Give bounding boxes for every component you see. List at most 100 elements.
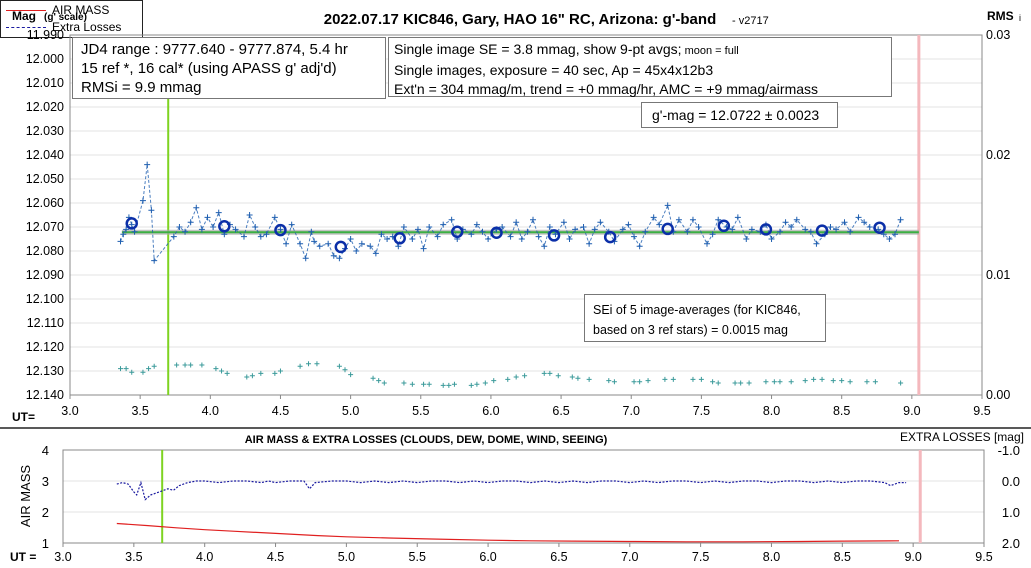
single-image-point (148, 207, 155, 214)
rms-point (690, 376, 696, 382)
single-image-point (855, 214, 862, 221)
rms-point (151, 363, 157, 369)
rms-point (788, 379, 794, 385)
rms-point (199, 362, 205, 368)
rms-point (258, 370, 264, 376)
rmsi-text: RMSi = 9.9 mmag (81, 79, 202, 96)
rms-point (249, 373, 255, 379)
single-image-point (729, 226, 736, 233)
single-image-point (210, 224, 217, 230)
rms-point (381, 380, 387, 386)
single-se-text: Single image SE = 3.8 mmag, show 9-pt av… (394, 41, 682, 57)
rms-point (123, 366, 129, 372)
top-y-tick-label: 12.110 (27, 316, 64, 330)
top-y2-tick-label: 0.01 (986, 268, 1010, 282)
average-point (393, 232, 406, 245)
bottom-y-ticks: 4 3 2 1 (42, 443, 49, 551)
single-image-point (684, 228, 691, 235)
sei-line2: based on 3 ref stars) = 0.0015 mag (593, 323, 788, 337)
single-image-point (448, 216, 455, 223)
rms-point (348, 372, 354, 378)
single-image-point (123, 226, 130, 233)
single-image-info-box: Single image SE = 3.8 mmag, show 9-pt av… (388, 37, 892, 97)
average-point (334, 240, 348, 254)
single-image-point (591, 226, 598, 233)
rms-point (491, 378, 497, 384)
rms-point (811, 376, 817, 382)
top-y2-tick-label: 0.00 (986, 388, 1010, 402)
top-plot-area (69, 34, 983, 396)
rms-point (440, 382, 446, 388)
single-image-point (311, 238, 318, 245)
bottom-y-tick-label: 3 (42, 474, 49, 489)
ref-stars-text: 15 ref *, 16 cal* (using APASS g' adj'd) (81, 60, 337, 77)
bottom-x-tick-label: 8.0 (763, 550, 780, 564)
top-x-tick-label: 8.0 (763, 404, 780, 418)
rms-point (272, 370, 278, 376)
single-image-point (468, 231, 475, 238)
airmass-axis-label: AIR MASS (18, 465, 33, 527)
top-y-tick-label: 12.030 (26, 124, 64, 138)
top-x-tick-label: 9.0 (903, 404, 920, 418)
rms-point (645, 378, 651, 384)
rms-point (446, 382, 452, 388)
average-point (759, 223, 773, 236)
single-image-point (703, 240, 710, 247)
top-y-tick-label: 12.080 (26, 244, 64, 258)
average-point (717, 219, 731, 233)
top-x-tick-label: 8.5 (833, 404, 850, 418)
single-image-point (384, 236, 391, 242)
extinction-text: Ext'n = 304 mmag/m, trend = +0 mmag/hr, … (394, 81, 819, 97)
single-image-point (128, 221, 135, 228)
single-image-point (131, 228, 138, 235)
rms-point (314, 361, 320, 367)
rms-point (569, 374, 575, 380)
single-image-point (316, 243, 323, 250)
average-point (274, 223, 287, 237)
bottom-y-tick-label: 2 (42, 505, 49, 520)
single-image-point (263, 231, 270, 238)
rms-axis-label: RMS (987, 9, 1014, 23)
single-image-point (625, 221, 632, 228)
rms-point (182, 362, 188, 368)
single-image-point (409, 236, 416, 242)
single-image-point (507, 233, 514, 240)
bottom-x-tick-label: 3.0 (54, 550, 71, 564)
top-x-tick-label: 9.5 (973, 404, 990, 418)
rms-point (370, 375, 376, 381)
rms-point (224, 370, 230, 376)
bottom-x-tick-label: 5.5 (409, 550, 426, 564)
rms-point (738, 380, 744, 386)
single-image-point (182, 228, 189, 235)
single-image-point (372, 250, 379, 257)
bottom-x-tick-label: 6.5 (550, 550, 567, 564)
bottom-x-tick-label: 8.5 (834, 550, 851, 564)
jd4-info-box: JD4 range : 9777.640 - 9777.874, 5.4 hr … (72, 37, 386, 99)
legend-item-losses: Extra Losses (6, 19, 121, 35)
rms-point (146, 366, 152, 372)
single-image-point (485, 236, 492, 242)
single-image-point (782, 219, 789, 226)
single-image-point (656, 221, 663, 228)
rms-point (376, 378, 382, 384)
gmag-text: g'-mag = 12.0722 ± 0.0023 (652, 107, 820, 123)
bottom-y2-tick-label: 1.0 (1002, 505, 1020, 520)
legend-label-losses: Extra Losses (52, 20, 122, 34)
airmass-line (116, 522, 900, 543)
single-image-point (414, 226, 421, 233)
moon-text: moon = full (681, 45, 739, 57)
rms-point (662, 376, 668, 382)
bottom-x-axis-label: UT = (10, 550, 36, 564)
single-image-point (827, 224, 834, 230)
rms-point (306, 361, 312, 367)
top-y-tick-label: 11.990 (27, 28, 64, 42)
bottom-x-ticks: 3.0 3.5 4.0 4.5 5.0 5.5 6.0 6.5 7.0 7.5 8.0 8.5 9.0 9… (54, 543, 993, 564)
rms-point (297, 363, 303, 369)
rms-point (451, 381, 457, 387)
single-image-point (144, 161, 151, 168)
average-point (125, 217, 138, 230)
top-y2-tick-label: 0.03 (986, 28, 1010, 42)
average-point (661, 222, 674, 236)
single-image-point (288, 221, 295, 228)
jd4-range-text: JD4 range : 9777.640 - 9777.874, 5.4 hr (81, 41, 348, 58)
